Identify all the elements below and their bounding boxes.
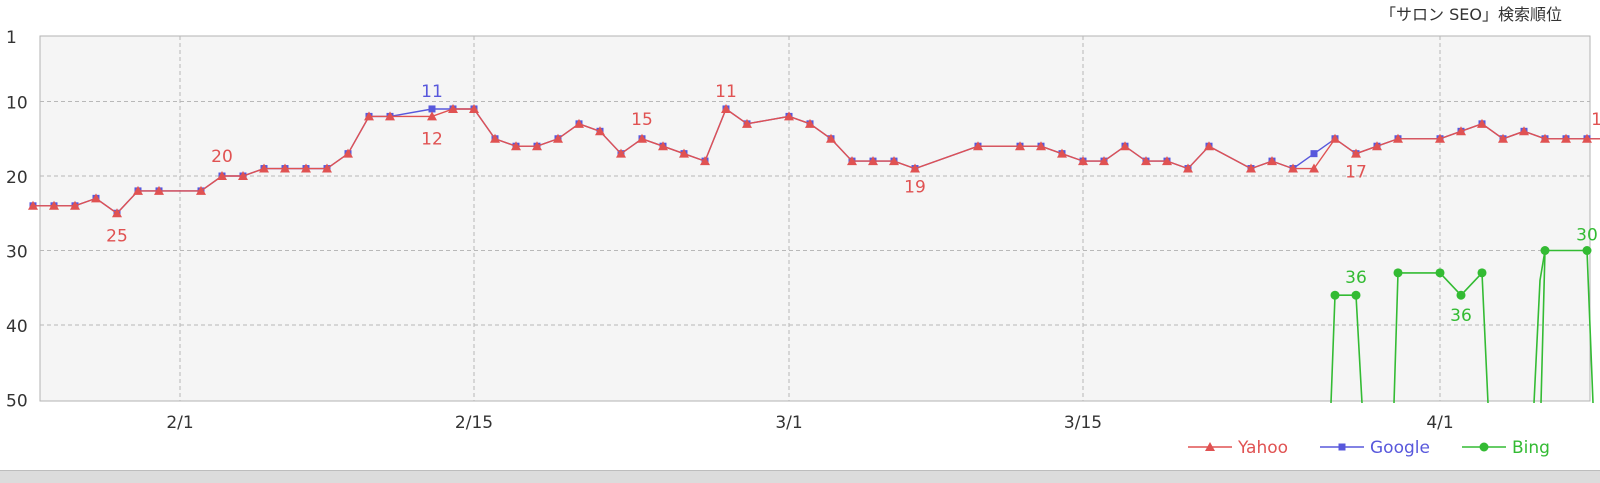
y-axis: 1 10 20 30 40 50 <box>6 28 28 412</box>
x-tick-label: 3/15 <box>1064 413 1102 433</box>
data-point <box>1352 291 1361 300</box>
legend-item-bing[interactable]: Bing <box>1462 438 1550 458</box>
x-axis: 2/1 2/15 3/1 3/15 4/1 <box>166 413 1453 433</box>
x-tick-label: 2/15 <box>455 413 493 433</box>
legend-item-yahoo[interactable]: Yahoo <box>1188 438 1288 458</box>
y-tick-label: 10 <box>6 94 28 114</box>
data-point <box>1331 291 1340 300</box>
y-tick-label: 50 <box>6 392 28 412</box>
data-point <box>1583 246 1592 255</box>
data-point <box>1394 268 1403 277</box>
data-point <box>1541 246 1550 255</box>
x-tick-label: 4/1 <box>1426 413 1453 433</box>
legend-label: Bing <box>1512 438 1550 458</box>
data-label: 11 <box>715 82 737 102</box>
data-label: 15 <box>1591 110 1600 130</box>
plot-area <box>40 36 1590 401</box>
data-point <box>1480 443 1489 452</box>
data-label: 20 <box>211 147 233 167</box>
data-label: 19 <box>904 178 926 198</box>
data-label: 12 <box>421 129 443 149</box>
y-tick-label: 40 <box>6 317 28 337</box>
legend-label: Google <box>1370 438 1430 458</box>
data-label: 17 <box>1345 163 1367 183</box>
y-tick-label: 20 <box>6 168 28 188</box>
data-label: 36 <box>1450 306 1472 326</box>
rank-chart: 1 10 20 30 40 50 2/1 2/15 3/1 3/15 4/1 25 20 12 15 11… <box>0 0 1600 470</box>
data-label: 36 <box>1345 268 1367 288</box>
x-tick-label: 3/1 <box>775 413 802 433</box>
y-tick-label: 30 <box>6 243 28 263</box>
data-point <box>1436 268 1445 277</box>
data-point <box>1311 150 1318 157</box>
data-point <box>1478 268 1487 277</box>
chart-title: 「サロン SEO」検索順位 <box>1380 5 1562 24</box>
data-label: 11 <box>421 82 443 102</box>
data-point <box>1339 444 1346 451</box>
y-tick-label: 1 <box>6 28 17 48</box>
x-tick-label: 2/1 <box>166 413 193 433</box>
legend[interactable]: Yahoo Google Bing <box>1188 438 1550 458</box>
data-point <box>429 105 436 112</box>
bottom-scroll-bar <box>0 470 1600 483</box>
data-label: 15 <box>631 110 653 130</box>
chart-container: 1 10 20 30 40 50 2/1 2/15 3/1 3/15 4/1 25 20 12 15 11… <box>0 0 1600 470</box>
data-label: 25 <box>106 226 128 246</box>
legend-label: Yahoo <box>1237 438 1288 458</box>
data-label: 30 <box>1576 226 1598 246</box>
legend-item-google[interactable]: Google <box>1320 438 1430 458</box>
data-point <box>1457 291 1466 300</box>
